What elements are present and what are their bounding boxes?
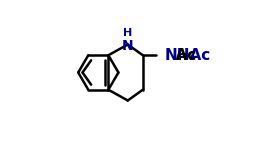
Text: Ac: Ac	[165, 48, 197, 63]
Text: N: N	[122, 39, 134, 53]
Text: NHAc: NHAc	[165, 48, 211, 63]
Text: H: H	[123, 28, 132, 38]
